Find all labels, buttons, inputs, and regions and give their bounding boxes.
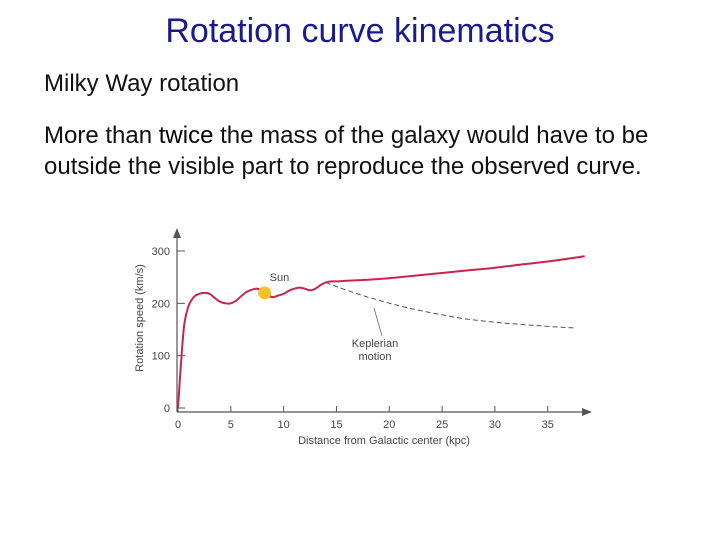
slide-subtitle: Milky Way rotation xyxy=(44,70,240,97)
x-tick-label: 20 xyxy=(383,419,395,431)
y-tick-label: 300 xyxy=(152,246,170,258)
keplerian-label-line2: motion xyxy=(358,351,391,363)
y-tick-label: 200 xyxy=(152,298,170,310)
keplerian-label-line1: Keplerian xyxy=(352,338,398,350)
y-axis-label: Rotation speed (km/s) xyxy=(134,264,146,372)
body-text-emphasis: twice xyxy=(158,122,214,149)
x-tick-label: 25 xyxy=(436,419,448,431)
x-tick-label: 35 xyxy=(542,419,554,431)
sun-marker xyxy=(258,286,272,300)
sun-label: Sun xyxy=(270,272,290,284)
x-tick-label: 15 xyxy=(330,419,342,431)
body-text-part1: More than xyxy=(44,122,159,149)
body-text-part2: the mass of the galaxy would have to be … xyxy=(44,122,649,180)
x-axis-arrow xyxy=(582,408,592,416)
chart-series xyxy=(177,255,585,409)
y-tick-label: 100 xyxy=(152,351,170,363)
y-axis-arrow xyxy=(173,228,181,238)
keplerian-leader-line xyxy=(373,307,383,337)
slide-title: Rotation curve kinematics xyxy=(165,12,555,50)
y-tick-label: 0 xyxy=(164,403,170,415)
x-tick-label: 30 xyxy=(489,419,501,431)
x-tick-label: 5 xyxy=(228,419,234,431)
x-axis-label: Distance from Galactic center (kpc) xyxy=(298,435,470,447)
body-text: More than twice the mass of the galaxy w… xyxy=(44,120,694,182)
x-tick-label: 0 xyxy=(175,419,181,431)
chart-axes: 0 100 200 300 0 5 10 15 20 25 30 35 Distance from Ga… xyxy=(134,228,592,447)
keplerian-curve xyxy=(325,281,575,329)
x-tick-label: 10 xyxy=(278,419,290,431)
observed-rotation-curve xyxy=(177,255,585,409)
